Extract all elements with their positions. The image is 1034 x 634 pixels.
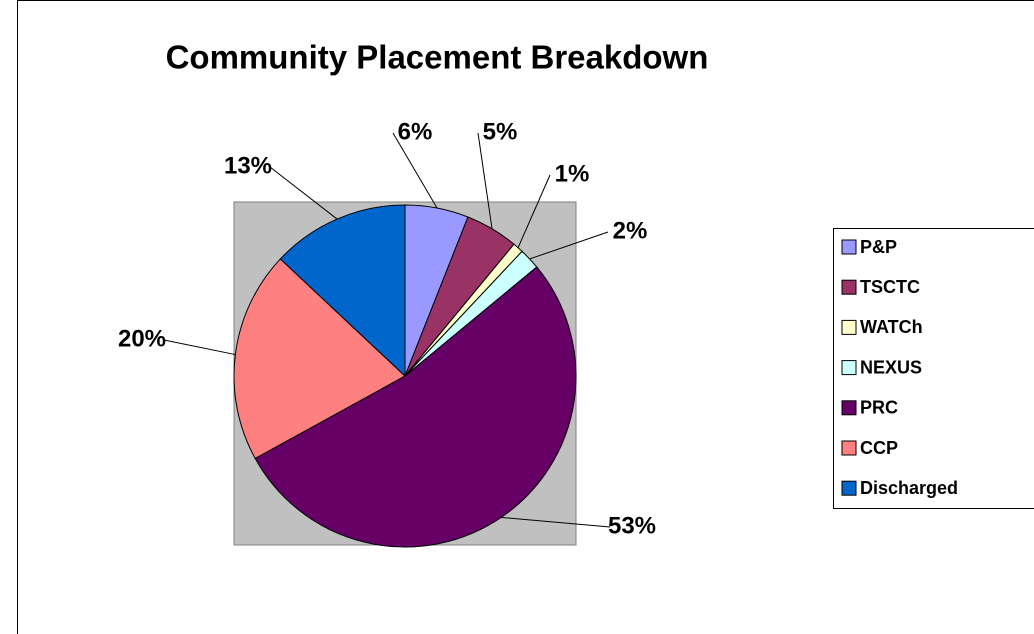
- leader-line: [163, 339, 236, 356]
- data-label: 20%: [118, 325, 166, 352]
- legend-swatch: [841, 360, 857, 376]
- data-label: 1%: [555, 160, 590, 187]
- data-label: 6%: [398, 118, 433, 145]
- data-label: 2%: [613, 217, 648, 244]
- legend-swatch: [841, 239, 857, 255]
- data-label: 5%: [483, 118, 518, 145]
- legend-swatch: [841, 440, 857, 456]
- leader-line: [477, 132, 493, 229]
- legend-label: TSCTC: [860, 277, 920, 297]
- legend-label: WATCh: [860, 317, 923, 337]
- legend-label: NEXUS: [860, 357, 922, 377]
- legend-label: PRC: [860, 398, 898, 418]
- data-label: 13%: [224, 152, 272, 179]
- legend-swatch: [841, 279, 857, 295]
- pie-slice: [279, 204, 406, 378]
- legend-label: CCP: [860, 438, 898, 458]
- data-label: 53%: [608, 512, 656, 539]
- legend-label: Discharged: [860, 478, 958, 498]
- leader-line: [529, 231, 609, 260]
- pie-slice: [254, 266, 577, 548]
- chart-title: Community Placement Breakdown: [166, 39, 709, 76]
- legend-swatch: [841, 400, 857, 416]
- leader-line: [517, 174, 551, 248]
- leader-line: [501, 516, 611, 528]
- legend-swatch: [841, 319, 857, 335]
- legend-swatch: [841, 480, 857, 496]
- legend-box: [833, 228, 1034, 509]
- legend-label: P&P: [860, 237, 897, 257]
- leader-line: [392, 132, 438, 209]
- leader-line: [269, 166, 338, 220]
